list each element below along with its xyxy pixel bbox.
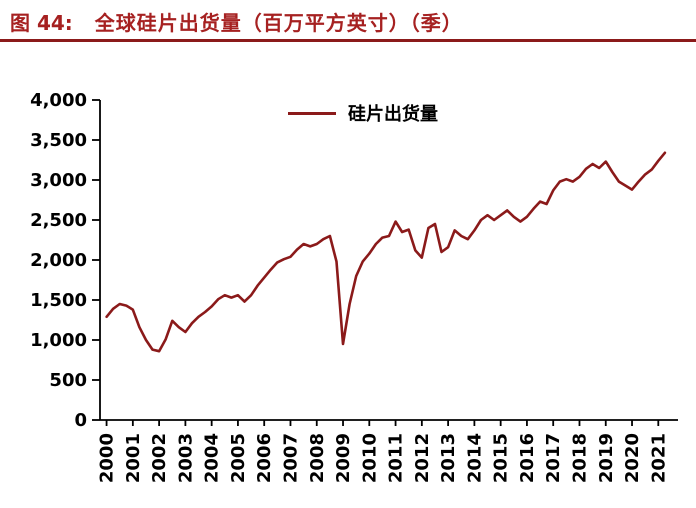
figure-title: 全球硅片出货量（百万平方英寸）（季） [94, 11, 463, 35]
chart-area: 0 500 1,000 1,500 2,000 2,500 3,000 3,500 4,000 2… [0, 42, 696, 508]
x-tick-label: 2014 [464, 433, 485, 483]
y-tick-label: 1,000 [30, 330, 87, 351]
x-tick-label: 2009 [333, 433, 354, 483]
legend-line-swatch [288, 111, 336, 115]
x-tick-label: 2013 [438, 433, 459, 483]
y-tick-label: 2,500 [30, 210, 87, 231]
x-tick-label: 2000 [97, 433, 118, 483]
x-tick-label: 2010 [359, 433, 380, 483]
chart-header: 图 44: 全球硅片出货量（百万平方英寸）（季） [0, 0, 696, 42]
y-tick-label: 3,500 [30, 130, 87, 151]
chart-legend: 硅片出货量 [288, 100, 438, 126]
line-chart: 0 500 1,000 1,500 2,000 2,500 3,000 3,500 4,000 2… [30, 90, 678, 483]
x-tick-label: 2007 [280, 433, 301, 483]
y-tick-label: 3,000 [30, 170, 87, 191]
x-tick-label: 2004 [202, 433, 223, 483]
legend-label: 硅片出货量 [348, 104, 438, 125]
x-tick-label: 2017 [543, 433, 564, 483]
x-tick-label: 2006 [254, 433, 275, 483]
x-tick-label: 2021 [648, 433, 669, 483]
y-tick-label: 1,500 [30, 290, 87, 311]
x-tick-label: 2018 [569, 433, 590, 483]
x-tick-label: 2015 [491, 433, 512, 483]
figure-number: 图 44: [10, 11, 73, 35]
series-line-wafer-shipments [105, 151, 667, 353]
x-tick-label: 2020 [622, 433, 643, 483]
y-tick-label: 2,000 [30, 250, 87, 271]
x-tick-label: 2019 [596, 433, 617, 483]
x-tick-label: 2016 [517, 433, 538, 483]
x-tick-label: 2011 [386, 433, 407, 483]
x-tick-label: 2008 [307, 433, 328, 483]
y-tick-label: 0 [74, 410, 87, 431]
x-tick-label: 2002 [149, 433, 170, 483]
x-tick-label: 2003 [175, 433, 196, 483]
y-tick-label: 500 [49, 370, 87, 391]
x-tick-label: 2001 [123, 433, 144, 483]
x-tick-label: 2005 [228, 433, 249, 483]
x-tick-label: 2012 [412, 433, 433, 483]
y-tick-label: 4,000 [30, 90, 87, 111]
